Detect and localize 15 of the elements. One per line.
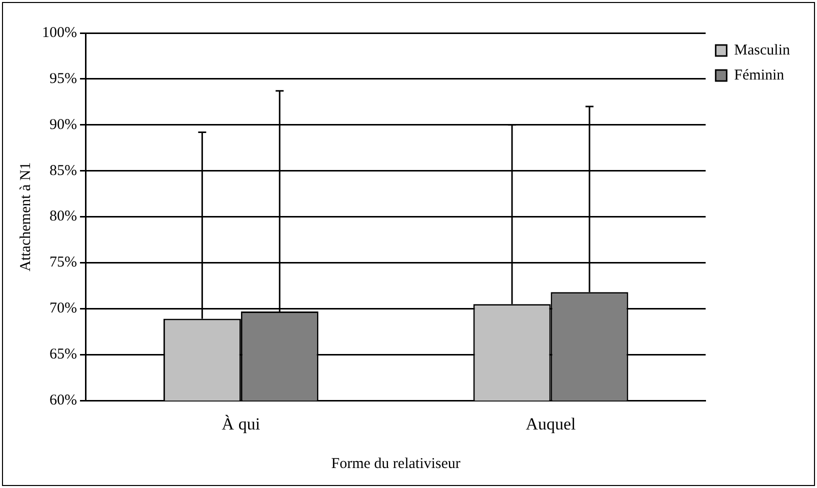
y-tick-label: 90%	[49, 116, 77, 133]
y-tick-label: 95%	[49, 70, 77, 87]
y-tick-label: 80%	[49, 208, 77, 225]
y-tick-label: 85%	[49, 162, 77, 179]
y-tick-label: 60%	[49, 392, 77, 409]
x-tick-label: À qui	[222, 414, 260, 434]
y-tick-label: 65%	[49, 346, 77, 363]
x-axis-title: Forme du relativiseur	[331, 456, 460, 472]
legend-label: Masculin	[734, 42, 790, 58]
y-axis-title: Attachement à N1	[18, 162, 34, 272]
y-tick-label: 100%	[42, 24, 77, 41]
y-tick-label: 70%	[49, 300, 77, 317]
y-tick-label: 75%	[49, 254, 77, 271]
legend-label: Féminin	[734, 67, 785, 84]
x-tick-label: Auquel	[526, 414, 576, 434]
